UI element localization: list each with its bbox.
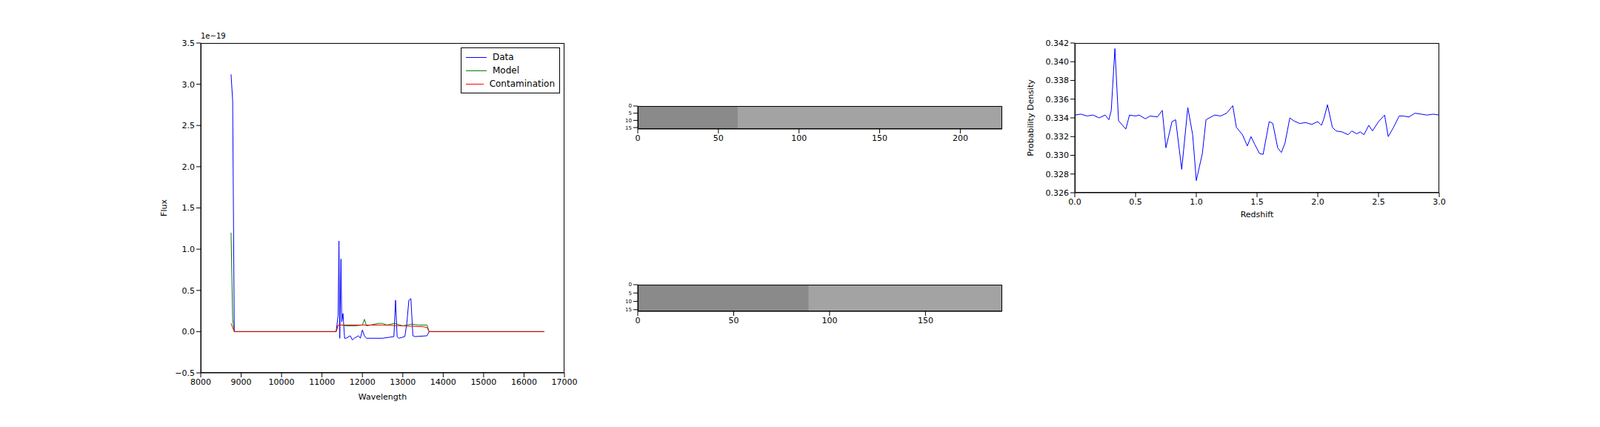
svg-text:0.326: 0.326 xyxy=(1045,188,1070,198)
svg-text:16000: 16000 xyxy=(511,377,538,387)
svg-text:5: 5 xyxy=(628,290,632,297)
svg-text:9000: 9000 xyxy=(231,377,252,387)
svg-text:17000: 17000 xyxy=(551,377,578,387)
html-text:Data: Data xyxy=(492,51,514,63)
svg-text:150: 150 xyxy=(871,133,888,143)
svg-text:3.5: 3.5 xyxy=(182,38,196,49)
svg-text:1.0: 1.0 xyxy=(182,244,196,255)
svg-text:50: 50 xyxy=(728,315,739,326)
svg-text:−0.5: −0.5 xyxy=(174,368,195,378)
svg-text:0.332: 0.332 xyxy=(1045,131,1070,142)
svg-text:1.5: 1.5 xyxy=(1250,197,1264,207)
svg-text:0.0: 0.0 xyxy=(1068,197,1082,207)
svg-text:0: 0 xyxy=(628,281,632,288)
svg-text:0.336: 0.336 xyxy=(1045,94,1070,105)
svg-text:0: 0 xyxy=(635,133,641,143)
svg-text:0.340: 0.340 xyxy=(1045,57,1070,67)
svg-text:3.0: 3.0 xyxy=(1432,197,1446,207)
svg-text:12000: 12000 xyxy=(349,377,376,387)
svg-text:0.342: 0.342 xyxy=(1045,38,1070,49)
svg-text:100: 100 xyxy=(821,315,838,326)
svg-text:Probability Density: Probability Density xyxy=(1025,79,1036,157)
svg-text:2.0: 2.0 xyxy=(182,162,196,172)
svg-text:0.334: 0.334 xyxy=(1045,113,1070,123)
svg-text:Flux: Flux xyxy=(159,199,169,217)
svg-text:150: 150 xyxy=(917,315,934,326)
html-text:Model: Model xyxy=(492,65,520,76)
svg-text:0.338: 0.338 xyxy=(1045,75,1070,86)
svg-text:2.0: 2.0 xyxy=(1311,197,1325,207)
svg-text:0.5: 0.5 xyxy=(1128,197,1143,207)
svg-text:50: 50 xyxy=(713,133,724,143)
svg-text:1.5: 1.5 xyxy=(182,202,196,213)
html-text:1e−19: 1e−19 xyxy=(200,31,226,40)
svg-text:Redshift: Redshift xyxy=(1240,209,1275,220)
svg-text:8000: 8000 xyxy=(190,377,212,387)
svg-text:0.0: 0.0 xyxy=(182,326,196,337)
svg-text:3.0: 3.0 xyxy=(182,80,196,90)
svg-text:200: 200 xyxy=(952,133,969,143)
svg-text:10000: 10000 xyxy=(268,377,295,387)
svg-text:0.328: 0.328 xyxy=(1045,169,1070,180)
svg-text:0.330: 0.330 xyxy=(1045,150,1070,160)
svg-text:100: 100 xyxy=(791,133,807,143)
svg-text:15: 15 xyxy=(625,306,632,313)
svg-text:0: 0 xyxy=(635,315,641,326)
svg-text:2.5: 2.5 xyxy=(1371,197,1386,207)
svg-text:2.5: 2.5 xyxy=(182,120,196,131)
html-text:Contamination: Contamination xyxy=(489,78,555,89)
svg-text:15: 15 xyxy=(625,125,632,132)
svg-text:13000: 13000 xyxy=(389,377,416,387)
svg-text:14000: 14000 xyxy=(430,377,457,387)
svg-text:10: 10 xyxy=(625,117,632,124)
svg-text:15000: 15000 xyxy=(470,377,497,387)
svg-text:0.5: 0.5 xyxy=(182,285,196,296)
svg-text:0: 0 xyxy=(628,102,632,109)
svg-text:1.0: 1.0 xyxy=(1189,197,1203,207)
svg-text:11000: 11000 xyxy=(308,377,335,387)
svg-text:10: 10 xyxy=(625,298,632,305)
svg-text:5: 5 xyxy=(628,110,632,117)
svg-text:Wavelength: Wavelength xyxy=(358,391,407,402)
